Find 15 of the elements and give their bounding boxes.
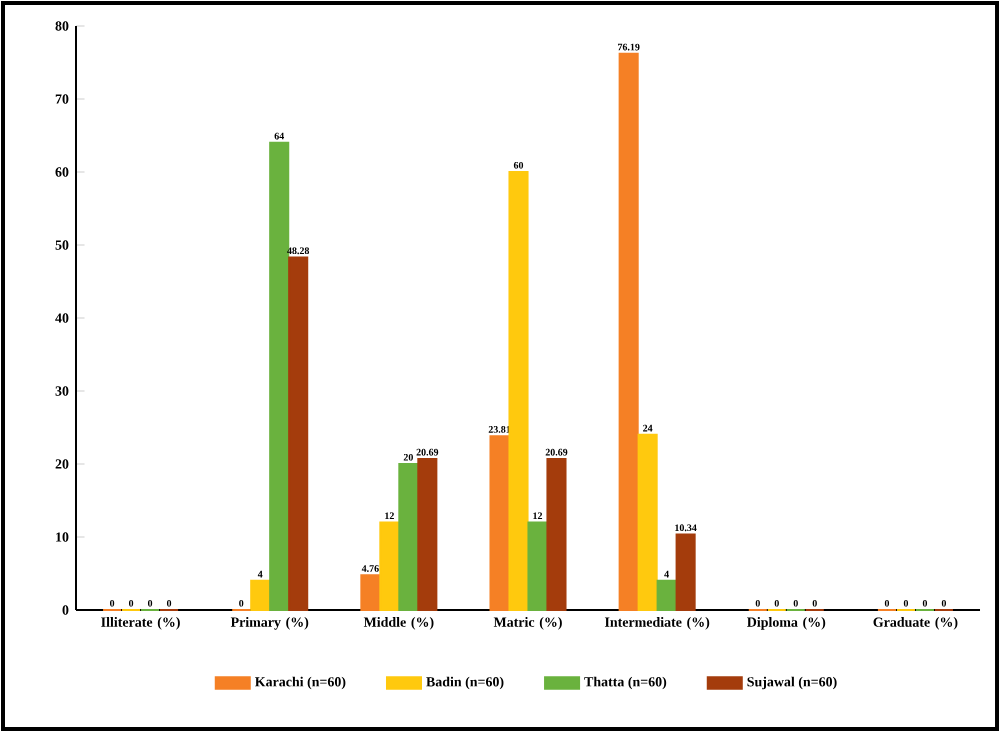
bar [379,521,400,611]
bar [637,433,658,611]
bar [675,533,696,611]
bar [508,171,529,611]
bar [417,457,438,611]
bar [618,52,639,611]
bar [269,141,290,611]
bar [546,457,567,611]
bar [398,463,419,611]
bar [656,579,677,611]
bar [527,521,548,611]
bar [250,579,271,611]
bar [360,574,381,611]
bar [288,256,309,611]
bar [489,435,510,611]
